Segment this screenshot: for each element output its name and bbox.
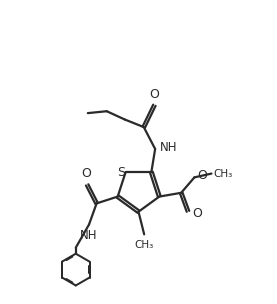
Text: CH₃: CH₃ (135, 240, 154, 250)
Text: S: S (117, 166, 125, 179)
Text: O: O (198, 169, 207, 182)
Text: NH: NH (79, 229, 97, 242)
Text: O: O (192, 207, 202, 220)
Text: NH: NH (160, 140, 177, 154)
Text: CH₃: CH₃ (213, 169, 233, 178)
Text: O: O (81, 167, 91, 180)
Text: O: O (150, 88, 159, 101)
